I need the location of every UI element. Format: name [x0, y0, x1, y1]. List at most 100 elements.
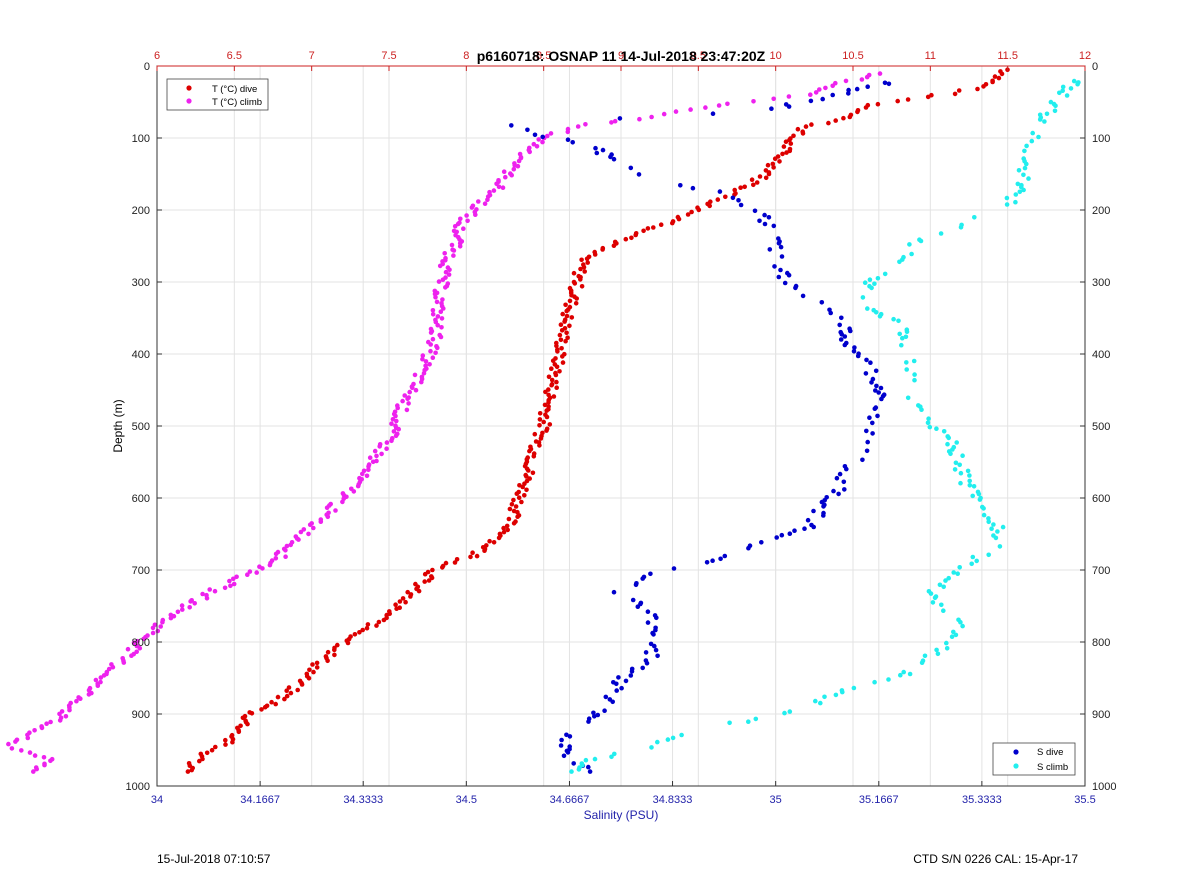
- data-point: [717, 189, 723, 194]
- x-top-tick-label: 7.5: [381, 50, 396, 62]
- data-point: [872, 281, 877, 287]
- y-tick-label-right: 600: [1092, 493, 1110, 505]
- data-point: [355, 483, 361, 489]
- data-point: [318, 519, 324, 524]
- data-point: [546, 374, 552, 380]
- x-top-tick-label: 6: [154, 50, 160, 62]
- data-point: [547, 422, 553, 427]
- data-point: [986, 516, 991, 521]
- data-point: [370, 459, 376, 465]
- data-point: [830, 83, 835, 89]
- data-point: [655, 653, 660, 659]
- data-point: [19, 748, 24, 753]
- legend-t-climb-label: T (°C) climb: [212, 97, 262, 108]
- data-point: [771, 96, 776, 102]
- data-point: [575, 124, 581, 129]
- data-point: [503, 174, 508, 180]
- data-point: [579, 284, 585, 289]
- data-point: [451, 248, 457, 253]
- data-point: [1030, 130, 1035, 136]
- data-point: [823, 85, 828, 91]
- data-point: [1015, 181, 1021, 187]
- data-point: [464, 213, 469, 218]
- x-top-tick-label: 8: [463, 50, 469, 62]
- data-point: [658, 222, 664, 227]
- data-point: [324, 505, 330, 511]
- data-point: [487, 538, 492, 544]
- data-point: [957, 462, 962, 468]
- data-point: [306, 531, 311, 537]
- data-point: [930, 600, 936, 605]
- data-point: [944, 640, 949, 646]
- data-point: [865, 84, 870, 89]
- data-point: [155, 628, 161, 634]
- data-point: [209, 747, 215, 753]
- data-point: [787, 709, 793, 714]
- footer-ctd-info: CTD S/N 0226 CAL: 15-Apr-17: [913, 852, 1078, 866]
- y-tick-label-right: 400: [1092, 349, 1110, 361]
- data-point: [986, 519, 991, 525]
- data-point: [811, 508, 816, 514]
- data-point: [723, 194, 728, 200]
- data-point: [168, 615, 174, 621]
- data-point: [567, 734, 573, 739]
- data-point: [977, 497, 983, 502]
- data-point: [863, 371, 869, 376]
- data-point: [941, 584, 946, 590]
- data-point: [704, 560, 710, 565]
- data-point: [986, 552, 991, 558]
- data-point: [771, 223, 777, 229]
- data-point: [332, 647, 337, 653]
- x-bottom-tick-label: 34.6667: [550, 794, 590, 806]
- data-point: [223, 737, 228, 743]
- data-point: [408, 594, 413, 599]
- data-point: [864, 74, 870, 80]
- data-point: [679, 732, 684, 738]
- y-tick-label-right: 100: [1092, 133, 1110, 145]
- data-point: [591, 710, 596, 716]
- data-point: [404, 407, 410, 413]
- data-point: [389, 421, 394, 427]
- data-point: [314, 660, 320, 666]
- legend-s-climb-marker: [1013, 763, 1019, 769]
- y-tick-label-left: 800: [132, 637, 150, 649]
- data-point: [958, 480, 963, 486]
- data-point: [996, 75, 1002, 81]
- data-point: [522, 493, 527, 498]
- data-point: [558, 337, 564, 343]
- data-point: [854, 86, 860, 92]
- data-point: [374, 623, 379, 628]
- data-point: [784, 150, 789, 155]
- data-point: [912, 377, 917, 383]
- data-point: [952, 467, 958, 472]
- data-point: [565, 137, 571, 142]
- data-point: [430, 312, 436, 317]
- data-point: [296, 537, 301, 542]
- data-point: [543, 389, 548, 395]
- data-point: [511, 521, 517, 526]
- data-point: [443, 269, 449, 275]
- data-point: [1024, 143, 1029, 149]
- data-point: [636, 172, 642, 177]
- data-point: [586, 764, 591, 770]
- data-point: [564, 330, 569, 336]
- data-point: [288, 542, 294, 548]
- data-point: [549, 366, 554, 372]
- data-point: [129, 653, 134, 658]
- data-point: [381, 617, 387, 623]
- data-point: [629, 669, 635, 674]
- data-point: [1060, 88, 1065, 93]
- data-point: [1075, 81, 1080, 87]
- x-top-tick-label: 10: [770, 50, 782, 62]
- x-bottom-tick-label: 35.1667: [859, 794, 899, 806]
- data-point: [537, 417, 543, 422]
- data-point: [567, 298, 573, 304]
- data-point: [366, 464, 371, 469]
- data-point: [1022, 165, 1028, 171]
- data-point: [555, 349, 560, 354]
- data-point: [564, 308, 569, 314]
- data-point: [474, 553, 480, 559]
- data-point: [779, 532, 785, 538]
- data-point: [187, 605, 192, 610]
- data-point: [878, 385, 884, 391]
